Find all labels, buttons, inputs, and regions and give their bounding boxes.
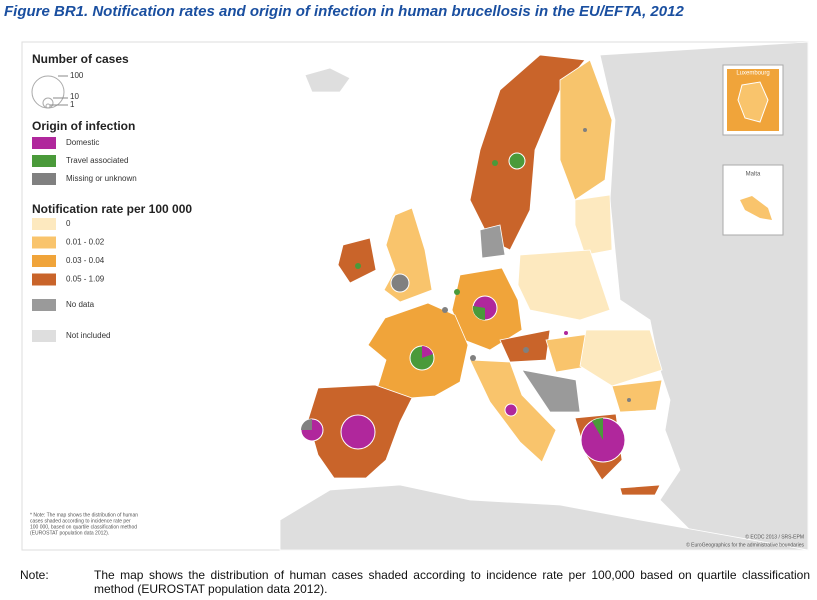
map-note-line: * Note: The map shows the distribution o… bbox=[30, 512, 138, 518]
swatch bbox=[32, 173, 56, 185]
size-label: 100 bbox=[70, 71, 84, 80]
note-text: The map shows the distribution of human … bbox=[94, 568, 810, 596]
credit: © ECDC 2013 / SRS-EPM bbox=[745, 533, 804, 540]
legend-title: Number of cases bbox=[32, 52, 129, 66]
legend-label: Missing or unknown bbox=[66, 174, 137, 183]
note-label: Note: bbox=[20, 568, 49, 582]
legend-title: Notification rate per 100 000 bbox=[32, 202, 192, 216]
swatch bbox=[32, 236, 56, 249]
swatch bbox=[32, 299, 56, 311]
size-label: 1 bbox=[70, 100, 75, 109]
legend-items: Domestic Travel associated Missing or unkn… bbox=[32, 137, 137, 286]
map-note: * Note: The map shows the distribution o… bbox=[30, 512, 138, 536]
size-circle bbox=[45, 103, 51, 109]
legend-label: No data bbox=[66, 300, 95, 309]
swatch bbox=[32, 255, 56, 267]
inset-label: Malta bbox=[746, 172, 761, 178]
swatch bbox=[32, 137, 56, 149]
luxembourg-shape bbox=[737, 81, 769, 123]
note: Note: The map shows the distribution of … bbox=[20, 568, 810, 596]
swatch bbox=[32, 330, 56, 342]
legend-label: Not included bbox=[66, 331, 110, 340]
legend-label: Domestic bbox=[66, 138, 99, 147]
credit: © EuroGeographics for the administrative… bbox=[686, 541, 804, 548]
legend-label: 0.05 - 1.09 bbox=[66, 275, 105, 284]
swatch bbox=[32, 273, 56, 286]
size-label: 10 bbox=[70, 92, 79, 101]
legend-title: Origin of infection bbox=[32, 119, 135, 133]
legend-label: 0.03 - 0.04 bbox=[66, 256, 105, 265]
legend-label: Travel associated bbox=[66, 156, 128, 165]
map-note-line: cases shaded according to incidence rate… bbox=[30, 518, 131, 524]
title: Figure BR1. Notification rates and origi… bbox=[4, 3, 684, 20]
case-pies bbox=[300, 128, 631, 463]
map-note-line: 100 000, based on quartile classificatio… bbox=[30, 524, 137, 530]
swatch bbox=[32, 218, 56, 230]
inset-label: Luxembourg bbox=[736, 71, 769, 77]
map: Luxembourg Malta Number of cases 100 10 … bbox=[21, 41, 809, 551]
map-note-line: (EUROSTAT population data 2012). bbox=[30, 530, 109, 536]
legend-label: 0.01 - 0.02 bbox=[66, 238, 105, 247]
swatch bbox=[32, 155, 56, 167]
malta-shape bbox=[740, 196, 772, 220]
legend-label: 0 bbox=[66, 219, 71, 228]
